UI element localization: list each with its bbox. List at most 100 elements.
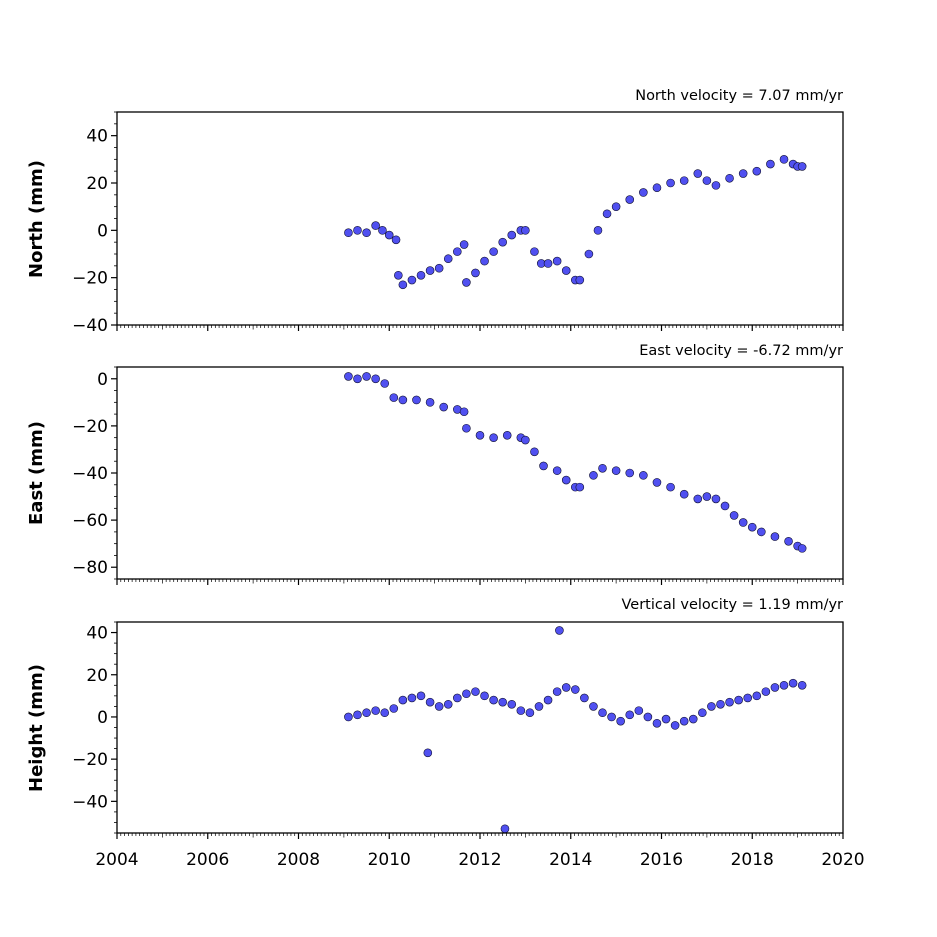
east-data-point	[575, 482, 585, 492]
north-data-point	[575, 275, 585, 285]
north-panel: North velocity = 7.07 mm/yr North (mm) −…	[26, 88, 844, 336]
north-data-point	[507, 230, 517, 240]
height-data-point	[707, 702, 716, 711]
height-data-point	[779, 680, 789, 690]
north-data-point	[407, 275, 417, 285]
north-ytick-label: 0	[97, 221, 108, 241]
north-data-point	[462, 278, 471, 287]
north-data-point	[666, 178, 675, 188]
north-data-point	[480, 256, 489, 266]
north-ytick-label: 40	[86, 127, 108, 147]
north-data-point	[378, 226, 387, 235]
north-data-point	[384, 230, 394, 240]
east-ytick-label: 0	[97, 370, 108, 390]
height-data-point	[555, 626, 564, 635]
north-ticks: −40 −20 0 20 40	[72, 111, 844, 336]
height-data-point	[734, 695, 743, 705]
height-data-point	[688, 714, 698, 724]
north-points	[344, 155, 807, 290]
north-ytick-label: −20	[72, 269, 108, 289]
east-data-point	[489, 433, 498, 442]
east-data-point	[398, 395, 408, 405]
height-data-point	[634, 706, 644, 715]
height-ytick-label: 40	[86, 624, 108, 644]
north-data-point	[561, 266, 571, 275]
north-data-point	[498, 237, 507, 247]
height-data-point	[752, 691, 762, 701]
east-ytick-label: −40	[72, 464, 108, 484]
height-data-point	[462, 689, 471, 699]
north-data-point	[394, 270, 403, 280]
east-data-point	[412, 395, 421, 405]
north-data-point	[584, 249, 594, 259]
height-xtick-label: 2010	[368, 850, 411, 870]
north-data-point	[779, 155, 789, 164]
height-data-point	[416, 691, 426, 701]
height-xtick-label: 2012	[458, 850, 501, 870]
east-data-point	[652, 478, 662, 487]
height-data-point	[534, 702, 544, 711]
east-data-point	[389, 393, 399, 402]
north-data-point	[702, 176, 712, 185]
north-data-point	[625, 195, 635, 204]
north-plot-frame	[116, 111, 844, 326]
height-data-point	[561, 683, 571, 692]
east-data-point	[702, 492, 712, 501]
east-data-point	[738, 518, 748, 527]
height-data-point	[743, 693, 753, 703]
height-data-point	[516, 706, 526, 715]
height-xtick-label: 2018	[731, 850, 774, 870]
north-data-point	[752, 166, 762, 176]
north-data-point	[371, 221, 380, 230]
north-data-point	[611, 202, 621, 211]
east-data-point	[598, 463, 607, 473]
north-data-point	[797, 162, 807, 171]
height-y-axis-label: Height (mm)	[26, 664, 47, 792]
height-data-point	[661, 714, 671, 724]
height-data-point	[770, 683, 780, 692]
height-data-point	[443, 699, 453, 709]
east-data-point	[611, 466, 621, 475]
north-data-point	[738, 169, 748, 178]
height-data-point	[434, 702, 444, 711]
height-data-point	[570, 685, 580, 694]
east-data-point	[439, 402, 449, 412]
north-data-point	[530, 247, 539, 256]
east-data-point	[502, 431, 512, 440]
height-panel: Vertical velocity = 1.19 mm/yr Height (m…	[26, 597, 865, 870]
height-data-point	[761, 687, 771, 696]
north-data-point	[471, 268, 480, 278]
east-data-point	[344, 372, 353, 381]
east-data-point	[380, 379, 390, 388]
height-points	[344, 626, 807, 834]
height-data-point	[389, 704, 399, 713]
height-data-point	[344, 712, 353, 722]
east-data-point	[539, 461, 548, 471]
north-data-point	[459, 240, 469, 249]
north-data-point	[344, 228, 353, 237]
height-data-point	[398, 695, 408, 705]
east-data-point	[666, 482, 675, 492]
height-xtick-label: 2004	[95, 850, 138, 870]
vertical-velocity-label: Vertical velocity = 1.19 mm/yr	[622, 597, 844, 613]
east-data-point	[679, 489, 689, 499]
east-data-point	[770, 532, 780, 541]
height-data-point	[670, 721, 680, 730]
height-xtick-label: 2016	[640, 850, 683, 870]
east-data-point	[693, 494, 703, 504]
north-data-point	[434, 263, 444, 273]
north-data-point	[766, 159, 775, 169]
height-data-point	[471, 687, 480, 696]
height-data-point	[423, 748, 433, 758]
height-ytick-label: −20	[72, 750, 108, 770]
height-xtick-label: 2006	[186, 850, 229, 870]
north-data-point	[489, 247, 498, 256]
north-data-point	[453, 247, 462, 256]
north-data-point	[593, 226, 603, 235]
north-data-point	[543, 259, 553, 268]
north-velocity-label: North velocity = 7.07 mm/yr	[635, 88, 843, 104]
north-data-point	[443, 254, 453, 264]
east-data-point	[589, 471, 598, 480]
height-data-point	[480, 691, 489, 701]
height-data-point	[425, 697, 435, 707]
